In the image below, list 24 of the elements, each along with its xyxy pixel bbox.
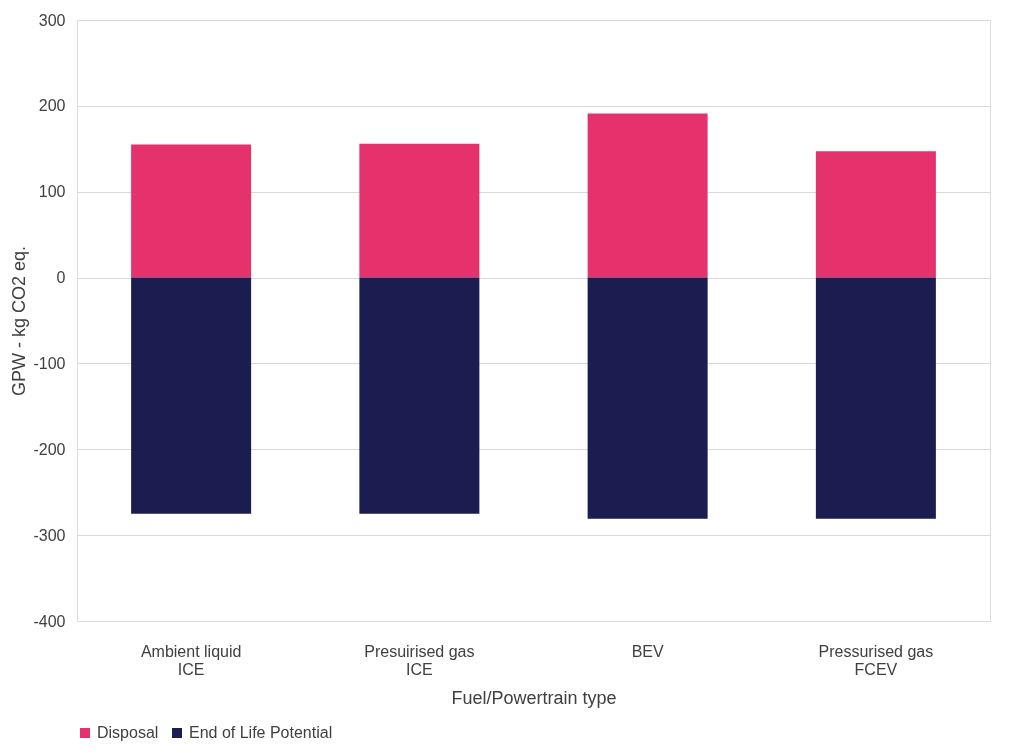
bar — [815, 277, 936, 519]
y-tick-label: 100 — [38, 183, 66, 201]
y-tick-label: -300 — [33, 526, 66, 544]
legend-label: End of Life Potential — [189, 724, 333, 741]
y-tick-label: -400 — [33, 612, 66, 630]
y-tick-label: 200 — [38, 97, 66, 115]
y-axis-title: GPW - kg CO2 eq. — [9, 245, 30, 397]
y-tick-label: 0 — [56, 269, 66, 287]
bar — [815, 151, 936, 278]
x-tick-label: Presuirised gas ICE — [364, 642, 475, 678]
bar — [587, 113, 708, 278]
y-tick-label: -200 — [33, 440, 66, 458]
bar — [131, 144, 252, 278]
bar — [131, 277, 252, 514]
x-axis-title: Fuel/Powertrain type — [451, 687, 617, 708]
bar — [359, 143, 480, 278]
x-tick-label: Pressurised gas FCEV — [818, 642, 934, 678]
y-tick-label: -100 — [33, 354, 66, 372]
y-tick-label: 300 — [38, 11, 66, 29]
legend-label: Disposal — [97, 724, 159, 741]
bar — [359, 277, 480, 514]
x-tick-label: BEV — [631, 642, 664, 660]
x-tick-label: Ambient liquid ICE — [140, 642, 242, 678]
bar — [587, 277, 708, 519]
